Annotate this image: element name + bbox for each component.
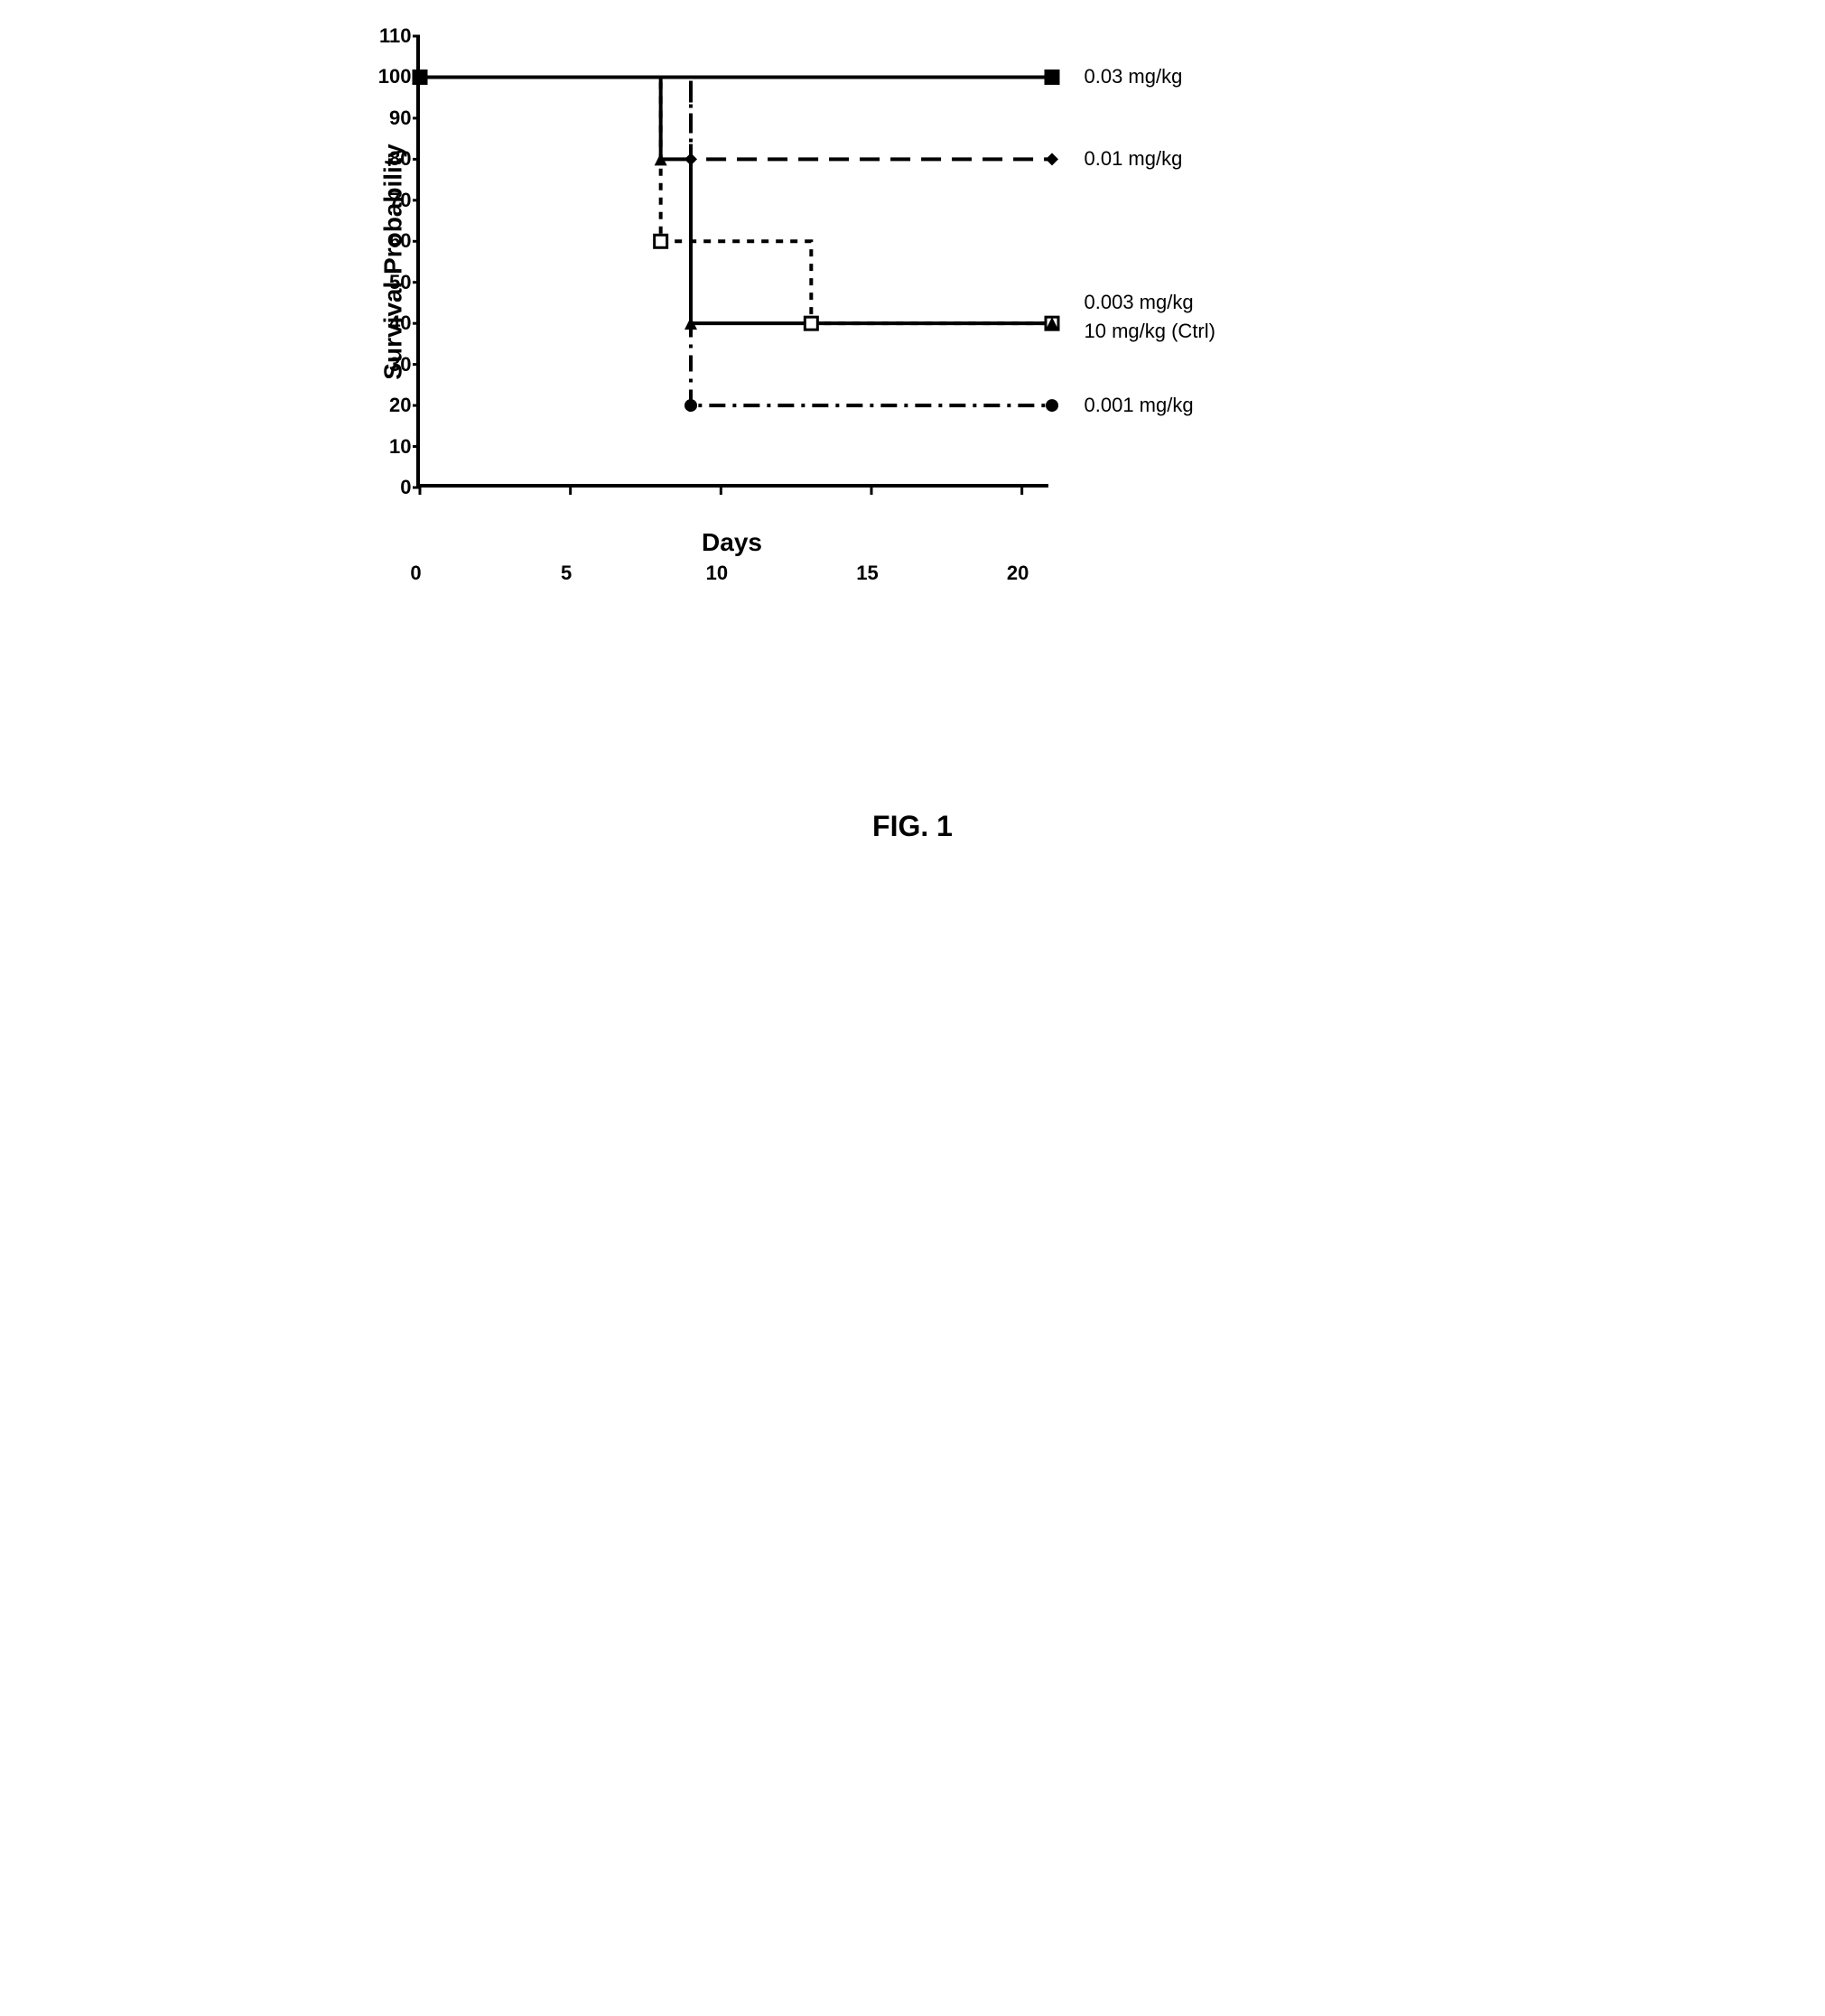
chart-area: Survival Probability 0102030405060708090… [371,36,1455,557]
y-tick-label: 50 [389,271,411,294]
plot-area: 0.03 mg/kg0.01 mg/kg0.003 mg/kg10 mg/kg … [416,36,1048,488]
y-tick-label: 20 [389,394,411,417]
y-tick-label: 80 [389,147,411,171]
x-tick-label: 0 [410,562,421,585]
x-tick-labels: 05101520 [416,562,1048,589]
x-axis-label: Days [416,528,1048,557]
series-label: 0.03 mg/kg [1085,65,1183,88]
y-tick-label: 10 [389,435,411,459]
x-tick-label: 15 [856,562,878,585]
series-labels-column: 0.03 mg/kg 0.01 mg/kg 0.003 mg/kg 10 mg/kg … [1085,36,1319,488]
plot-svg [420,36,1052,488]
y-tick-label: 100 [378,65,412,88]
y-tick-label: 0 [400,476,411,499]
y-tick-label: 110 [379,24,412,48]
series-label: 0.01 mg/kg [1085,147,1183,171]
y-tick-label: 70 [389,189,411,212]
plot-wrap: 0102030405060708090100110 0.03 mg/kg0.01… [416,36,1048,557]
y-tick-labels: 0102030405060708090100110 [362,36,412,488]
y-tick-label: 90 [389,107,411,130]
y-tick-label: 60 [389,229,411,253]
series-label: 0.003 mg/kg [1085,291,1194,314]
figure-caption: FIG. 1 [371,810,1455,843]
chart-container: Survival Probability 0102030405060708090… [371,36,1455,843]
series-label: 0.001 mg/kg [1085,394,1194,417]
x-tick-label: 5 [561,562,572,585]
y-tick-label: 40 [389,311,411,335]
x-tick-label: 10 [706,562,728,585]
x-tick-label: 20 [1007,562,1029,585]
y-tick-label: 30 [389,353,411,376]
series-label: 10 mg/kg (Ctrl) [1085,320,1215,343]
